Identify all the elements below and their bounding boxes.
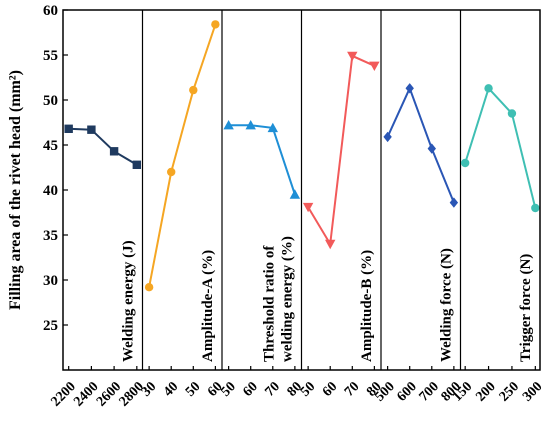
y-tick-label: 30: [43, 273, 58, 289]
panel-label: Amplitude-B (%): [359, 250, 375, 362]
x-tick-label: 2600: [94, 379, 124, 409]
data-point: [289, 189, 301, 199]
x-tick-label: 50: [218, 379, 239, 400]
data-point: [64, 124, 73, 133]
y-tick-label: 40: [43, 183, 58, 199]
panel-label: welding energy (%): [280, 236, 296, 362]
series-line: [148, 24, 217, 288]
x-tick-label: 50: [183, 379, 204, 400]
x-tick-label: 60: [320, 379, 341, 400]
y-tick-label: 25: [43, 318, 58, 334]
data-point: [132, 160, 142, 169]
x-tick-label: 300: [520, 379, 545, 404]
data-point: [267, 122, 278, 133]
data-point: [245, 120, 256, 130]
data-point: [325, 239, 336, 250]
data-point: [369, 61, 380, 71]
x-tick-label: 40: [161, 379, 182, 400]
x-tick-label: 200: [473, 379, 498, 404]
x-tick-label: 70: [342, 379, 363, 400]
series-line: [386, 85, 455, 203]
x-tick-label: 2200: [48, 379, 78, 409]
data-point: [144, 283, 154, 292]
series-line: [307, 54, 375, 248]
x-tick-label: 50: [298, 379, 319, 400]
data-point: [87, 125, 96, 134]
data-point: [449, 197, 459, 208]
y-tick-label: 45: [43, 138, 58, 154]
data-point: [347, 51, 358, 62]
x-tick-label: 250: [497, 379, 522, 404]
data-point: [507, 109, 517, 118]
panel-label: Threshold ratio of: [262, 245, 278, 362]
data-point: [383, 131, 392, 143]
x-tick-label: 70: [263, 379, 284, 400]
data-point: [302, 202, 314, 213]
data-point: [427, 143, 436, 154]
panel-label: Trigger force (N): [518, 254, 534, 362]
panel-label: Amplitude-A (%): [200, 250, 216, 362]
series-line: [464, 86, 537, 209]
data-point: [484, 84, 493, 93]
data-point: [211, 20, 220, 29]
data-point: [405, 83, 414, 94]
x-tick-label: 600: [394, 379, 419, 404]
panel-label: Welding energy (J): [121, 240, 137, 362]
data-point: [460, 158, 470, 168]
y-tick-label: 60: [43, 3, 58, 19]
data-point: [223, 120, 234, 130]
x-tick-label: 2400: [71, 379, 101, 409]
series-line: [68, 127, 138, 166]
y-tick-label: 50: [43, 93, 58, 109]
panel-label: Welding force (N): [439, 248, 455, 362]
y-tick-label: 35: [43, 228, 58, 244]
y-tick-label: 55: [43, 48, 58, 64]
data-point: [167, 167, 176, 177]
x-tick-label: 2800: [117, 379, 147, 409]
data-point: [531, 203, 540, 213]
data-point: [189, 85, 198, 95]
series-line: [228, 124, 296, 195]
plot-frame: [62, 9, 541, 371]
y-axis-label: Filling area of the rivet head (mm²): [7, 70, 24, 310]
data-point: [109, 147, 119, 156]
x-tick-label: 30: [139, 379, 160, 400]
x-tick-label: 60: [240, 379, 261, 400]
x-tick-label: 700: [417, 379, 442, 404]
